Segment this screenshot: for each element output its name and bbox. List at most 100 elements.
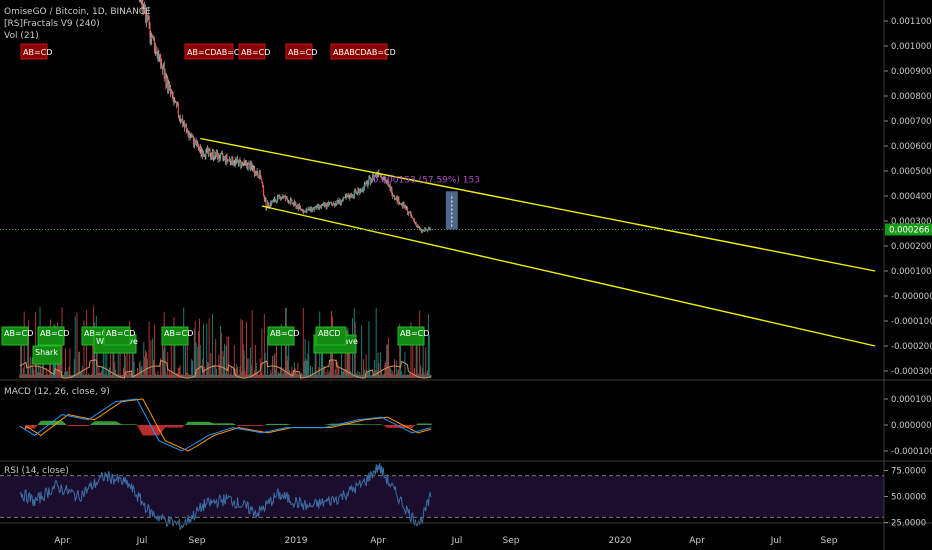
candle <box>267 202 270 207</box>
volume-bar <box>389 367 391 378</box>
volume-bar <box>391 373 393 378</box>
macd-histogram-bar <box>161 425 163 431</box>
macd-histogram-bar <box>413 425 415 427</box>
volume-bar <box>101 366 103 378</box>
price-tick-label: 0.000500 <box>891 167 932 177</box>
candle <box>239 159 241 162</box>
volume-bar <box>324 375 326 378</box>
candle <box>240 161 242 167</box>
macd-histogram-bar <box>241 425 243 426</box>
volume-bar <box>191 359 193 378</box>
volume-bar <box>255 363 257 378</box>
volume-bar <box>43 374 45 378</box>
volume-bar <box>143 342 145 378</box>
macd-histogram-bar <box>198 421 200 425</box>
candle <box>281 196 283 198</box>
volume-bar <box>76 312 78 378</box>
macd-histogram-bar <box>267 423 269 425</box>
macd-histogram-bar <box>407 425 409 428</box>
macd-legend: MACD (12, 26, close, 9) <box>4 387 110 397</box>
candle <box>280 197 282 200</box>
macd-line <box>19 398 432 452</box>
volume-bar <box>228 374 230 378</box>
candle <box>275 200 278 203</box>
candle <box>191 137 193 138</box>
macd-histogram-bar <box>51 420 53 425</box>
macd-pane[interactable] <box>19 398 432 452</box>
macd-histogram-bar <box>396 425 398 428</box>
volume-bar <box>131 338 133 378</box>
macd-histogram-bar <box>211 422 213 425</box>
pattern-label[interactable]: AB=CD <box>37 326 69 346</box>
candle <box>151 36 153 40</box>
volume-bar <box>40 368 42 378</box>
fractal-label[interactable]: AB=CD <box>285 43 317 60</box>
pattern-label[interactable]: ABCD <box>315 326 347 346</box>
pattern-label[interactable]: AB=CD <box>103 326 135 346</box>
pattern-label[interactable]: AB=CD <box>267 326 299 346</box>
volume-bar <box>298 374 300 378</box>
candle <box>194 140 196 145</box>
channel-line-lower[interactable] <box>261 205 876 347</box>
macd-histogram-bar <box>139 425 141 431</box>
macd-histogram-bar <box>75 425 77 427</box>
macd-histogram-bar <box>385 425 387 427</box>
pattern-label-text: AB=CD <box>164 329 193 338</box>
pattern-label[interactable]: AB=CD <box>1 326 33 346</box>
volume-bar <box>238 374 240 378</box>
fractal-label[interactable]: AB=CD <box>238 43 270 60</box>
candle <box>335 202 337 205</box>
macd-histogram-bar <box>207 421 209 425</box>
macd-histogram-bar <box>238 425 240 426</box>
candle <box>275 200 277 202</box>
candle <box>307 209 309 211</box>
candle <box>289 199 291 204</box>
candle <box>375 172 377 176</box>
fractal-label[interactable]: ABABCDAB=CD <box>330 43 396 60</box>
macd-histogram-bar <box>179 425 181 428</box>
candle <box>341 200 344 202</box>
candle <box>144 9 146 11</box>
volume-bar <box>399 323 401 378</box>
volume-bar <box>194 321 196 378</box>
fractal-label[interactable]: AB=CDAB=CD <box>184 43 246 60</box>
volume-bar <box>359 371 361 378</box>
candle <box>425 228 427 231</box>
candle <box>264 198 266 200</box>
time-axis[interactable]: Apr Jul Sep 2019 Apr Jul Sep 2020 Apr Jul Sep <box>54 536 838 546</box>
macd-histogram-bar <box>157 425 159 436</box>
macd-histogram-bar <box>366 424 368 425</box>
pattern-label[interactable]: Shark <box>32 345 62 365</box>
volume-bar <box>184 327 186 378</box>
pattern-label[interactable]: AB=CD <box>161 326 193 346</box>
candle <box>217 153 219 160</box>
volume-bar <box>99 372 101 378</box>
volume-bar <box>380 369 382 378</box>
rsi-tick-label: 25.0000 <box>891 519 926 529</box>
candle <box>256 171 258 175</box>
macd-histogram-bar <box>174 425 176 428</box>
volume-bar <box>342 370 344 378</box>
macd-histogram-bar <box>80 425 82 427</box>
macd-histogram-bar <box>161 425 163 433</box>
candle <box>286 197 288 200</box>
fractal-label[interactable]: AB=CD <box>20 43 52 60</box>
fractal-label-box <box>285 43 313 60</box>
volume-bar <box>281 374 283 378</box>
volume-bar <box>34 374 36 378</box>
volume-bar <box>351 374 353 378</box>
volume-bar <box>397 370 399 378</box>
volume-bar <box>367 372 369 378</box>
volume-bar <box>339 374 341 378</box>
rsi-pane[interactable] <box>0 463 884 530</box>
volume-bar <box>267 374 269 378</box>
channel-line-upper[interactable] <box>200 137 876 272</box>
macd-histogram-bar <box>369 424 371 425</box>
volume-bar <box>300 372 302 378</box>
macd-histogram-bar <box>391 425 393 428</box>
candle <box>393 196 395 197</box>
pattern-label[interactable]: AB=CD <box>397 326 429 346</box>
